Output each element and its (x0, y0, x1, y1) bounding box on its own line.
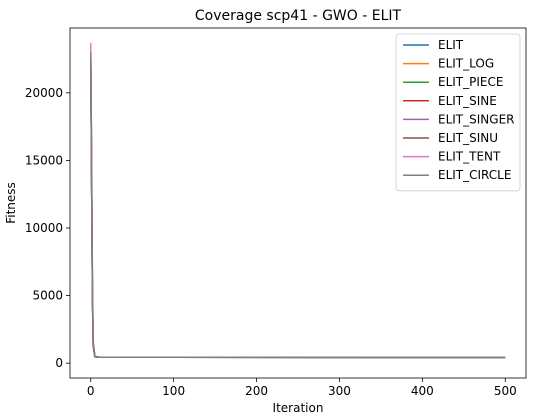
legend-entry-label: ELIT (438, 38, 464, 52)
y-tick-label: 5000 (32, 289, 63, 303)
x-tick-label: 0 (87, 384, 95, 398)
plot-area-frame (69, 27, 527, 379)
x-tick-label: 400 (411, 384, 434, 398)
legend-box (395, 33, 521, 192)
y-tick-label: 15000 (25, 153, 63, 167)
legend-entry-label: ELIT_PIECE (438, 75, 503, 89)
y-axis-ticks: 0 5000 10000 15000 20000 (25, 86, 70, 370)
y-tick-label: 0 (55, 356, 63, 370)
legend-entry-label: ELIT_CIRCLE (438, 168, 511, 182)
x-axis-ticks: 0 100 200 300 400 500 (87, 378, 517, 398)
x-axis-label: Iteration (273, 401, 324, 415)
legend-entry-label: ELIT_SINE (438, 94, 497, 108)
plot-lines (89, 42, 506, 359)
legend: ELIT ELIT_LOG ELIT_PIECE ELIT_SINE ELIT_SING… (395, 33, 521, 192)
y-tick-label: 20000 (25, 86, 63, 100)
legend-entry-label: ELIT_LOG (438, 57, 494, 71)
x-tick-label: 200 (245, 384, 268, 398)
x-tick-label: 100 (162, 384, 185, 398)
y-tick-label: 10000 (25, 221, 63, 235)
y-axis-label: Fitness (4, 182, 18, 224)
x-tick-label: 300 (328, 384, 351, 398)
series-line-7 (89, 52, 506, 359)
legend-entry-label: ELIT_SINU (438, 131, 498, 145)
chart-title: Coverage scp41 - GWO - ELIT (195, 8, 402, 24)
legend-entry-label: ELIT_TENT (438, 150, 501, 164)
x-tick-label: 500 (494, 384, 517, 398)
legend-entry-label: ELIT_SINGER (438, 112, 515, 126)
